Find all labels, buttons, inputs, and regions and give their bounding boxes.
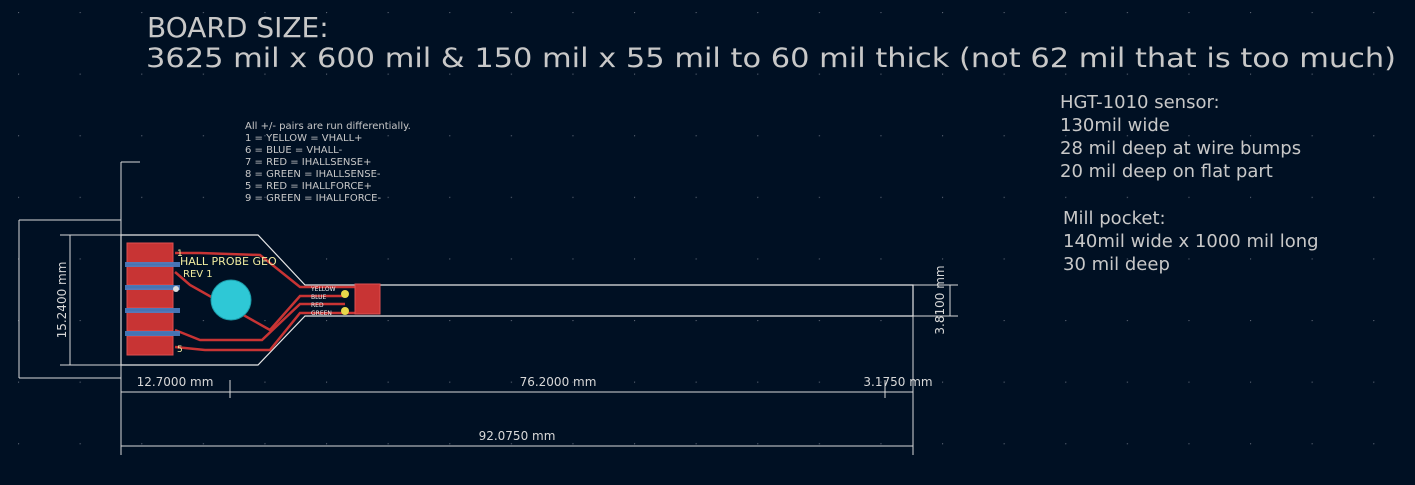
dimension-label: 3.8100 mm [933,265,947,334]
dimension-lines [18,161,958,455]
pad-label: 1 [177,249,183,259]
dimension-label: 15.2400 mm [55,262,69,339]
wiring-note: 1 = YELLOW = VHALL+ [245,133,363,144]
sensor-pocket [210,279,252,321]
silkscreen-title: HALL PROBE GEO [180,255,277,268]
sensor-note: 130mil wide [1060,115,1170,136]
pads [126,242,381,356]
wiring-note: All +/- pairs are run differentially. [245,121,411,132]
wiring-note: 5 = RED = IHALLFORCE+ [245,181,372,192]
sensor-note: HGT-1010 sensor: [1060,92,1220,113]
wiring-notes: All +/- pairs are run differentially.1 =… [245,121,411,204]
sensor-note: 30 mil deep [1063,254,1170,275]
dimension-label: 12.7000 mm [137,375,214,389]
vias [173,286,349,315]
wiring-note: 7 = RED = IHALLSENSE+ [245,157,371,168]
dimension-label: 76.2000 mm [520,375,597,389]
wiring-note: 6 = BLUE = VHALL- [245,145,343,156]
sensor-note: 28 mil deep at wire bumps [1060,138,1301,159]
wiring-note: 9 = GREEN = IHALLFORCE- [245,193,381,204]
wiring-note: 8 = GREEN = IHALLSENSE- [245,169,381,180]
net-label: RED [311,302,324,309]
board-size-heading: BOARD SIZE: [147,11,329,44]
board-size-detail: 3625 mil x 600 mil & 150 mil x 55 mil to… [146,43,1396,74]
net-label: BLUE [311,294,327,301]
sensor-note: 20 mil deep on flat part [1060,161,1273,182]
net-label: YELLOW [310,286,336,293]
pad-label: 5 [177,345,183,355]
dimension-label: 92.0750 mm [479,429,556,443]
bottom-pads [125,262,180,336]
sensor-note: 140mil wide x 1000 mil long [1063,231,1319,252]
sensor-note: Mill pocket: [1063,208,1166,229]
dimension-label: 3.1750 mm [863,375,932,389]
silkscreen-rev: REV 1 [183,269,213,280]
net-label: GREEN [311,310,332,317]
